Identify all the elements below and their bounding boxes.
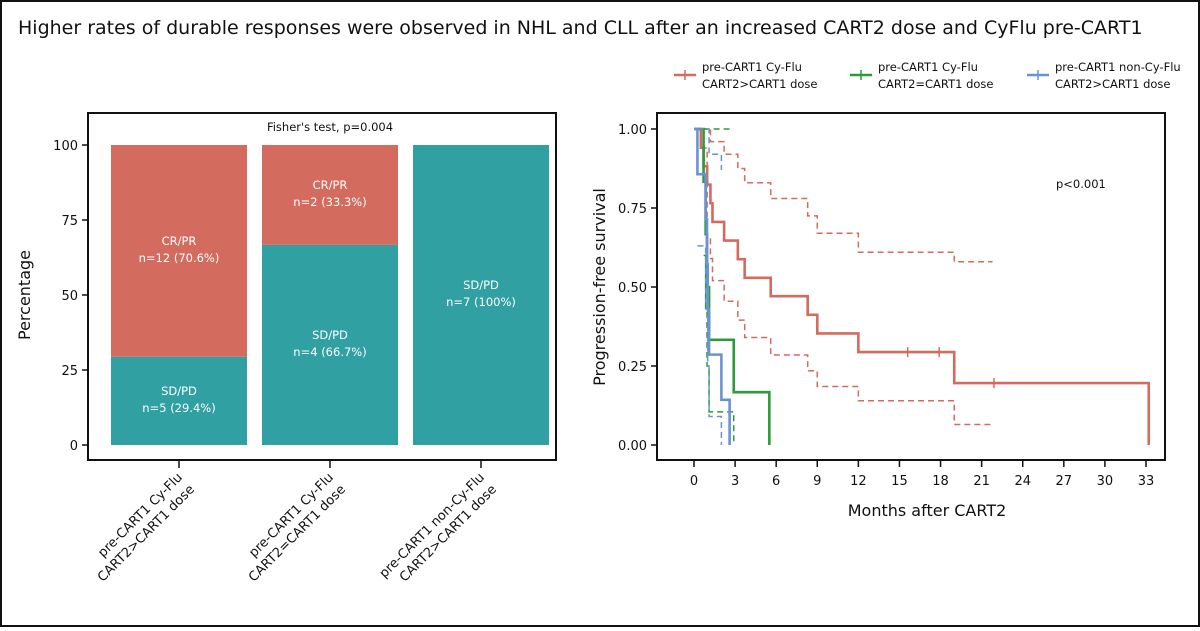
y-tick-label: 50 <box>61 289 78 304</box>
x-tick-label: 9 <box>813 474 821 489</box>
bar-segment-label: CR/PR <box>313 178 348 192</box>
ci-lower-blue <box>697 245 723 445</box>
x-tick-label: 24 <box>1014 474 1031 489</box>
p-value-annotation: p<0.001 <box>1056 177 1106 191</box>
y-tick-label: 0.50 <box>618 281 647 296</box>
x-tick-label: 0 <box>690 474 698 489</box>
survival-curve-blue <box>694 127 731 445</box>
x-tick-label: 33 <box>1138 474 1155 489</box>
bar-segment-cr-pr <box>262 145 398 245</box>
bar-segment-count: n=4 (66.7%) <box>293 345 366 359</box>
km-legend: pre-CART1 Cy-FluCART2>CART1 dosepre-CART… <box>674 60 1181 91</box>
ci-upper-red <box>700 128 993 263</box>
y-tick-label: 1.00 <box>618 123 647 138</box>
ci-upper-blue <box>697 128 723 171</box>
x-tick-label: 27 <box>1056 474 1073 489</box>
x-tick-label: 12 <box>850 474 867 489</box>
figure-title: Higher rates of durable responses were o… <box>18 17 1143 39</box>
bar-segment-sd-pd <box>262 244 398 445</box>
legend-label-line2: CART2>CART1 dose <box>1055 77 1170 91</box>
bar-segment-label: SD/PD <box>312 328 348 342</box>
legend-item-red: pre-CART1 Cy-Flu CART2>CART1 dose <box>674 60 817 91</box>
y-tick-label: 0.25 <box>618 360 647 375</box>
legend-label-line2: CART2>CART1 dose <box>702 77 817 91</box>
y-tick-label: 75 <box>61 214 78 229</box>
bar-segment-count: n=7 (100%) <box>446 295 516 309</box>
bar-segment-label: SD/PD <box>161 384 197 398</box>
ci-lower-red <box>700 147 993 426</box>
bar-segment-sd-pd <box>413 145 549 445</box>
bar-segment-cr-pr <box>111 145 247 357</box>
km-x-axis-label: Months after CART2 <box>848 501 1007 520</box>
y-tick-label: 100 <box>53 139 78 154</box>
y-tick-label: 0.00 <box>618 439 647 454</box>
y-tick-label: 0.75 <box>618 202 647 217</box>
x-tick-label: 15 <box>891 474 908 489</box>
bar-segment-sd-pd <box>111 356 247 445</box>
fisher-annotation: Fisher's test, p=0.004 <box>267 120 393 134</box>
x-tick-label: 30 <box>1097 474 1114 489</box>
legend-label-line1: pre-CART1 Cy-Flu <box>878 60 978 74</box>
km-chart: p<0.001 Progression-free survival Months… <box>590 60 1181 520</box>
bar-segment-count: n=12 (70.6%) <box>139 251 220 265</box>
x-tick-label: 6 <box>772 474 780 489</box>
legend-label-line2: CART2=CART1 dose <box>878 77 993 91</box>
legend-label-line1: pre-CART1 Cy-Flu <box>702 60 802 74</box>
survival-curve-red <box>694 127 1151 445</box>
bar-y-axis-label: Percentage <box>15 250 34 340</box>
bar-segment-label: SD/PD <box>463 278 499 292</box>
bar-segment-count: n=5 (29.4%) <box>142 401 215 415</box>
km-y-axis-label: Progression-free survival <box>590 188 609 386</box>
x-tick-label: 3 <box>731 474 739 489</box>
legend-item-blue: pre-CART1 non-Cy-Flu CART2>CART1 dose <box>1027 60 1181 91</box>
legend-label-line1: pre-CART1 non-Cy-Flu <box>1055 60 1181 74</box>
legend-item-green: pre-CART1 Cy-Flu CART2=CART1 dose <box>850 60 993 91</box>
bar-plot-frame <box>87 112 557 461</box>
y-tick-label: 0 <box>70 439 78 454</box>
y-tick-label: 25 <box>61 364 78 379</box>
x-tick-label: 18 <box>932 474 949 489</box>
bar-segment-label: CR/PR <box>162 234 197 248</box>
bar-segment-count: n=2 (33.3%) <box>293 195 366 209</box>
x-tick-label: 21 <box>973 474 990 489</box>
